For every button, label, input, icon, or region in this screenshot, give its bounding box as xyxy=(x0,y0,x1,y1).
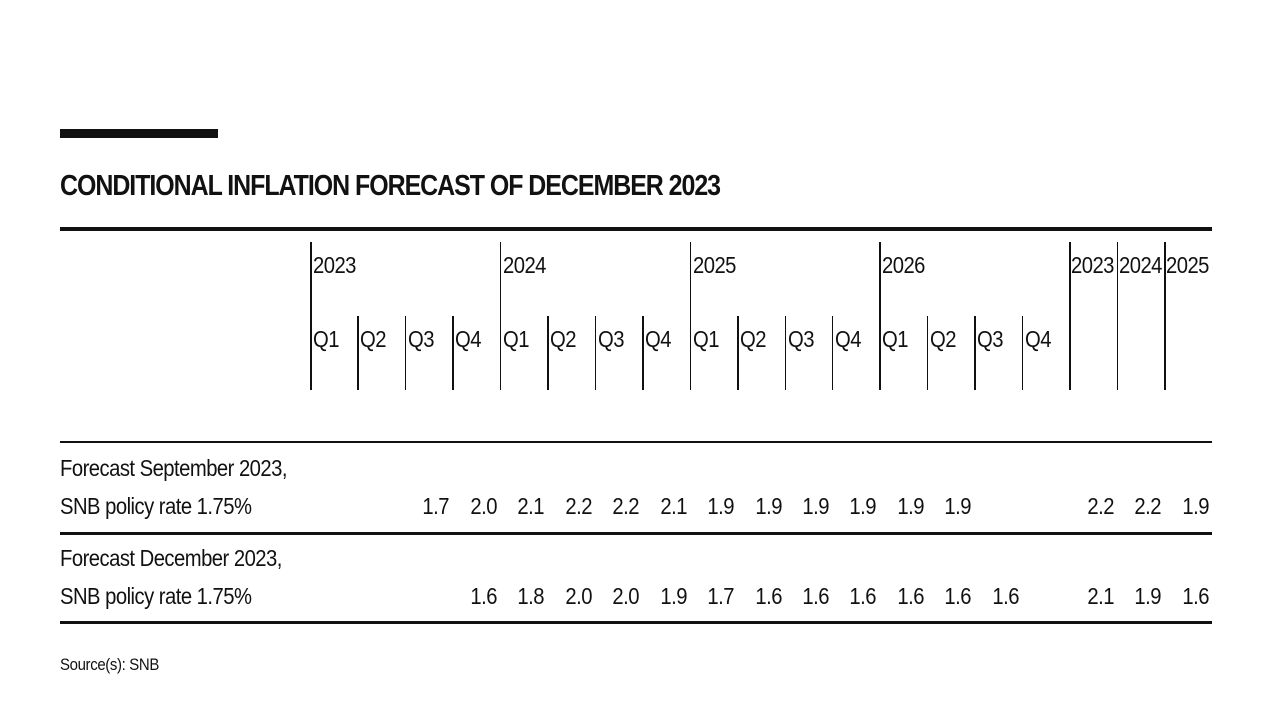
quarterly-value: 1.6 xyxy=(849,583,877,609)
annual-value: 2.2 xyxy=(1134,493,1162,519)
quarter-header: Q3 xyxy=(787,326,814,352)
quarter-divider xyxy=(404,316,407,390)
quarter-divider xyxy=(1021,316,1024,390)
quarter-header: Q1 xyxy=(502,326,529,352)
quarterly-value: 2.1 xyxy=(517,493,545,519)
quarterly-value: 1.6 xyxy=(802,583,829,609)
quarter-header: Q4 xyxy=(455,326,482,352)
quarter-divider xyxy=(784,316,786,390)
row-label: Forecast September 2023, xyxy=(60,455,287,481)
year-header: 2023 xyxy=(313,252,356,278)
quarterly-value: 1.9 xyxy=(754,493,782,519)
quarter-divider xyxy=(974,316,976,390)
year-header: 2025 xyxy=(692,252,736,278)
quarterly-value: 2.2 xyxy=(612,493,640,519)
quarterly-value: 2.2 xyxy=(565,493,592,519)
year-divider xyxy=(689,242,692,390)
annual-value: 2.1 xyxy=(1087,583,1114,609)
annual-value: 2.2 xyxy=(1087,493,1114,519)
quarter-header: Q3 xyxy=(407,326,434,352)
quarter-divider xyxy=(737,316,739,390)
row-label: SNB policy rate 1.75% xyxy=(60,493,252,519)
table-top-rule xyxy=(60,227,1212,231)
quarterly-value: 2.1 xyxy=(660,493,687,519)
quarterly-value: 1.6 xyxy=(897,583,924,609)
quarterly-value: 2.0 xyxy=(612,583,640,609)
quarter-header: Q1 xyxy=(313,326,339,352)
quarterly-value: 2.0 xyxy=(470,493,497,519)
decorative-top-bar xyxy=(60,129,218,138)
quarter-divider xyxy=(547,316,549,390)
year-header: 2024 xyxy=(502,252,546,278)
year-header: 2026 xyxy=(882,252,926,278)
row-divider xyxy=(60,532,1212,535)
quarterly-value: 1.9 xyxy=(707,493,735,519)
quarterly-value: 1.9 xyxy=(897,493,924,519)
year-divider xyxy=(310,242,312,390)
page-title: CONDITIONAL INFLATION FORECAST OF DECEMB… xyxy=(60,170,721,202)
quarter-divider xyxy=(357,316,359,390)
annual-divider xyxy=(1164,242,1166,390)
header-bottom-rule xyxy=(60,441,1212,443)
quarter-divider xyxy=(926,316,929,390)
quarter-header: Q4 xyxy=(1024,326,1051,352)
quarterly-value: 1.9 xyxy=(660,583,687,609)
quarter-divider xyxy=(642,316,644,390)
source-note: Source(s): SNB xyxy=(60,655,159,674)
quarter-header: Q1 xyxy=(692,326,719,352)
year-divider xyxy=(879,242,881,390)
annual-divider xyxy=(1069,242,1071,390)
annual-value: 1.6 xyxy=(1181,583,1209,609)
quarter-header: Q2 xyxy=(929,326,956,352)
quarter-header: Q4 xyxy=(834,326,861,352)
row-label: Forecast December 2023, xyxy=(60,545,282,571)
quarter-header: Q3 xyxy=(597,326,624,352)
quarter-divider xyxy=(452,316,454,390)
annual-value: 1.9 xyxy=(1134,583,1162,609)
quarterly-value: 1.6 xyxy=(754,583,782,609)
quarter-header: Q3 xyxy=(977,326,1004,352)
quarterly-value: 1.9 xyxy=(849,493,877,519)
table-bottom-rule xyxy=(60,621,1212,624)
year-divider xyxy=(499,242,502,390)
quarterly-value: 1.8 xyxy=(517,583,545,609)
quarter-header: Q2 xyxy=(740,326,766,352)
quarterly-value: 1.9 xyxy=(944,493,972,519)
annual-value: 1.9 xyxy=(1181,493,1209,519)
quarterly-value: 1.6 xyxy=(992,583,1019,609)
quarter-header: Q4 xyxy=(645,326,672,352)
quarter-header: Q1 xyxy=(882,326,909,352)
quarter-divider xyxy=(831,316,834,390)
annual-year-header: 2025 xyxy=(1166,252,1210,278)
quarterly-value: 2.0 xyxy=(565,583,592,609)
quarterly-value: 1.6 xyxy=(470,583,497,609)
row-label: SNB policy rate 1.75% xyxy=(60,583,252,609)
quarterly-value: 1.9 xyxy=(802,493,829,519)
quarterly-value: 1.7 xyxy=(707,583,735,609)
quarter-header: Q2 xyxy=(360,326,387,352)
quarter-header: Q2 xyxy=(550,326,577,352)
quarter-divider xyxy=(594,316,597,390)
quarterly-value: 1.7 xyxy=(422,493,450,519)
quarterly-value: 1.6 xyxy=(944,583,972,609)
annual-year-header: 2023 xyxy=(1071,252,1115,278)
annual-year-header: 2024 xyxy=(1118,252,1162,278)
annual-divider xyxy=(1116,242,1119,390)
